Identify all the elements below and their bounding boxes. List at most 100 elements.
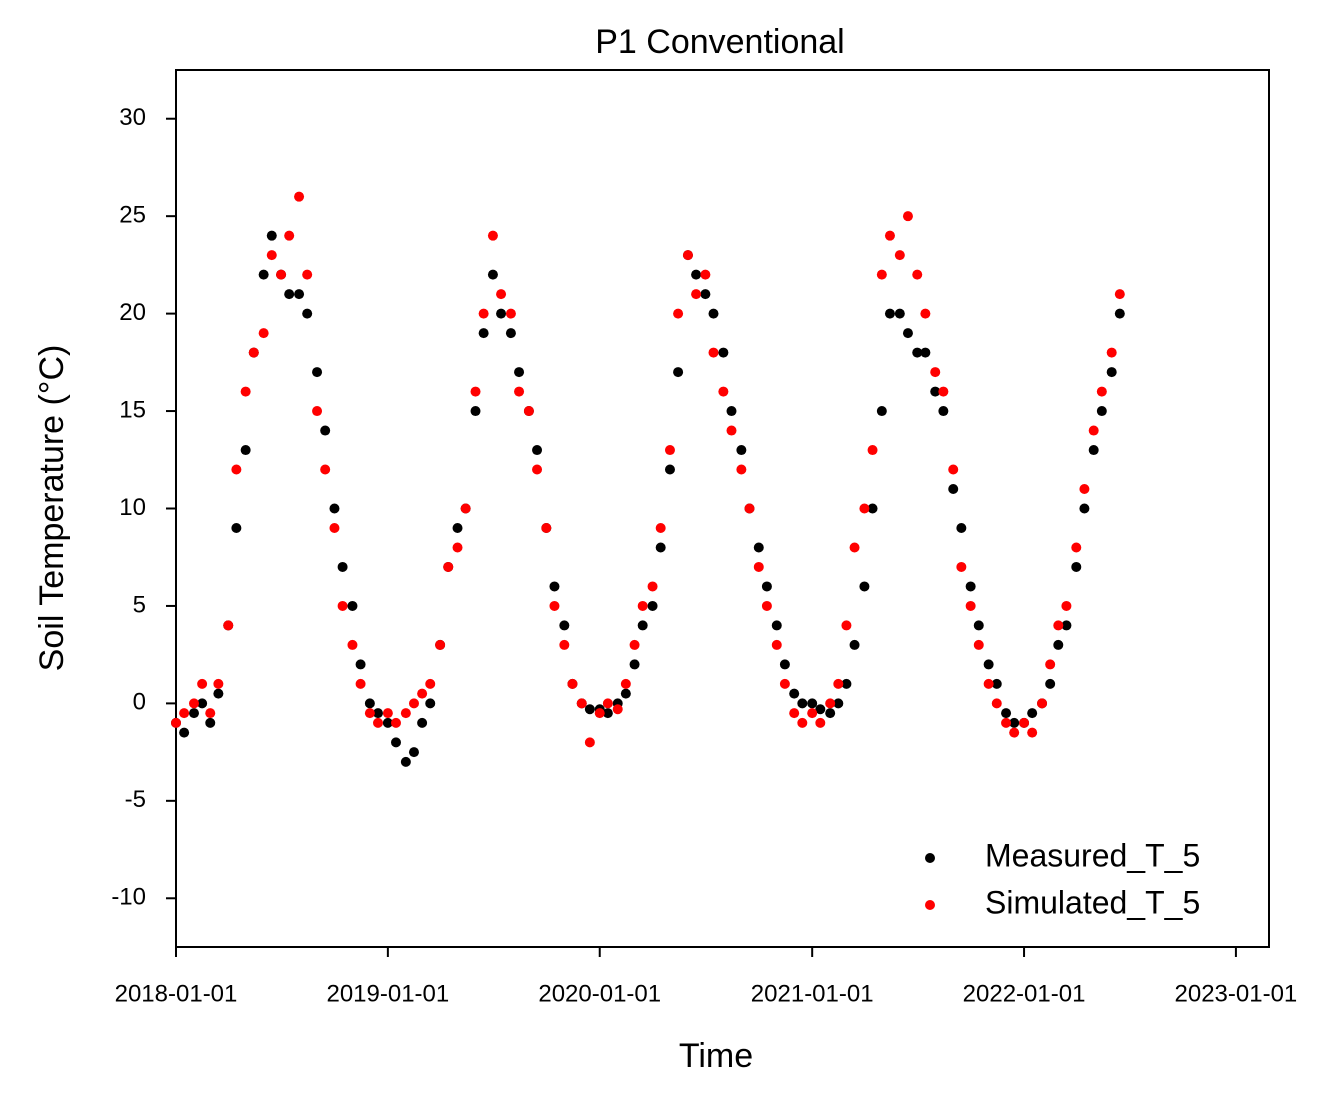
point bbox=[1045, 659, 1056, 670]
x-tick-label: 2023-01-01 bbox=[1175, 980, 1298, 1007]
point bbox=[744, 503, 755, 514]
point bbox=[1053, 620, 1064, 631]
point bbox=[559, 639, 570, 650]
point bbox=[435, 639, 446, 650]
point bbox=[956, 561, 967, 572]
point bbox=[894, 250, 905, 261]
point bbox=[294, 191, 305, 202]
point bbox=[320, 464, 331, 475]
point bbox=[637, 620, 648, 631]
point bbox=[337, 561, 348, 572]
point bbox=[647, 581, 658, 592]
point bbox=[390, 737, 401, 748]
point bbox=[549, 581, 560, 592]
point bbox=[179, 727, 190, 738]
point bbox=[400, 708, 411, 719]
point bbox=[779, 659, 790, 670]
point bbox=[938, 386, 949, 397]
point bbox=[372, 708, 383, 719]
point bbox=[258, 328, 269, 339]
x-tick-label: 2021-01-01 bbox=[751, 980, 874, 1007]
point bbox=[602, 708, 613, 719]
point bbox=[948, 464, 959, 475]
point bbox=[487, 230, 498, 241]
x-tick-label: 2018-01-01 bbox=[115, 980, 238, 1007]
point bbox=[1061, 600, 1072, 611]
point bbox=[620, 688, 631, 699]
point bbox=[505, 308, 516, 319]
point bbox=[991, 698, 1002, 709]
point bbox=[761, 600, 772, 611]
point bbox=[408, 747, 419, 758]
point bbox=[347, 639, 358, 650]
y-tick-label: -10 bbox=[111, 884, 146, 911]
point bbox=[797, 698, 808, 709]
point bbox=[231, 464, 242, 475]
point bbox=[973, 639, 984, 650]
point bbox=[825, 708, 836, 719]
point bbox=[841, 620, 852, 631]
point bbox=[612, 704, 623, 715]
x-tick-label: 2019-01-01 bbox=[326, 980, 449, 1007]
point bbox=[443, 561, 454, 572]
point bbox=[496, 308, 507, 319]
plot-frame bbox=[175, 69, 1270, 948]
point bbox=[390, 717, 401, 728]
point bbox=[691, 289, 702, 300]
point bbox=[284, 230, 295, 241]
point bbox=[700, 269, 711, 280]
point bbox=[240, 445, 251, 456]
point bbox=[532, 464, 543, 475]
point bbox=[594, 708, 605, 719]
legend-marker bbox=[925, 900, 935, 910]
point bbox=[302, 269, 313, 280]
point bbox=[294, 289, 305, 300]
point bbox=[205, 708, 216, 719]
x-tick-label: 2022-01-01 bbox=[963, 980, 1086, 1007]
point bbox=[620, 678, 631, 689]
point bbox=[584, 704, 595, 715]
point bbox=[470, 386, 481, 397]
point bbox=[841, 678, 852, 689]
point bbox=[1037, 698, 1048, 709]
point bbox=[833, 698, 844, 709]
point bbox=[673, 367, 684, 378]
point bbox=[1088, 445, 1099, 456]
point bbox=[948, 484, 959, 495]
y-tick-label: -5 bbox=[125, 786, 146, 813]
point bbox=[408, 698, 419, 709]
point bbox=[347, 600, 358, 611]
point bbox=[478, 328, 489, 339]
point bbox=[1096, 386, 1107, 397]
point bbox=[771, 620, 782, 631]
y-tick-label: 20 bbox=[119, 299, 146, 326]
point bbox=[912, 269, 923, 280]
legend-marker bbox=[925, 853, 935, 863]
points bbox=[171, 191, 1125, 767]
point bbox=[691, 269, 702, 280]
point bbox=[1114, 289, 1125, 300]
point bbox=[197, 698, 208, 709]
point bbox=[425, 678, 436, 689]
point bbox=[549, 600, 560, 611]
point bbox=[894, 308, 905, 319]
point bbox=[708, 308, 719, 319]
point bbox=[825, 698, 836, 709]
point bbox=[920, 308, 931, 319]
point bbox=[637, 600, 648, 611]
point bbox=[364, 708, 375, 719]
point bbox=[930, 386, 941, 397]
point bbox=[629, 639, 640, 650]
y-tick-label: 25 bbox=[119, 202, 146, 229]
point bbox=[329, 503, 340, 514]
point bbox=[320, 425, 331, 436]
point bbox=[312, 367, 323, 378]
point bbox=[673, 308, 684, 319]
point bbox=[629, 659, 640, 670]
point bbox=[1045, 678, 1056, 689]
point bbox=[514, 386, 525, 397]
point bbox=[849, 542, 860, 553]
point bbox=[655, 522, 666, 533]
point bbox=[1106, 367, 1117, 378]
